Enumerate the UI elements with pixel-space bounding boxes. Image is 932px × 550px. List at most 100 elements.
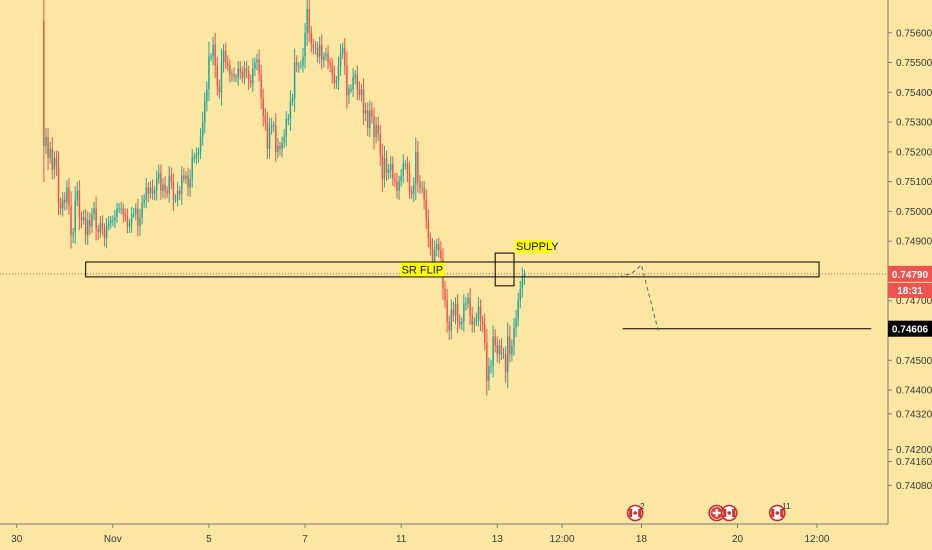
price-axis-tick-label: 0.75600 (896, 28, 932, 39)
candle-body (310, 32, 313, 45)
time-axis-tick-label: 12:00 (550, 534, 575, 545)
candle-body (84, 217, 87, 236)
candle-body (513, 327, 515, 346)
candle-body (55, 157, 58, 167)
candle-body (149, 187, 152, 194)
candle-body (304, 32, 306, 57)
candle-body (57, 166, 60, 203)
candle-body (511, 345, 513, 355)
candle-body (189, 178, 191, 188)
candle-body (446, 300, 448, 322)
candle-body (266, 122, 269, 149)
candle-body (406, 163, 409, 173)
sr-flip-box (85, 261, 820, 278)
candle-body (289, 101, 292, 120)
candle-body (191, 157, 193, 179)
candle-body (262, 98, 265, 117)
candle-body (398, 181, 400, 191)
candle-body (264, 116, 267, 123)
candle-body (224, 50, 227, 63)
flag-band-left (771, 509, 775, 517)
candle-body (122, 208, 125, 215)
candle-body (153, 190, 156, 194)
candle-body (387, 169, 390, 173)
events-layer: 2 11 (626, 502, 791, 522)
candle-body (318, 44, 321, 57)
candle-body (210, 56, 212, 58)
candle-body (89, 220, 91, 227)
candle-body (471, 315, 473, 325)
candle-body (155, 178, 158, 191)
candle-body (277, 145, 279, 152)
candle-body (452, 309, 455, 316)
candle-body (216, 65, 219, 87)
candle-body (350, 89, 352, 91)
current-price-value: 0.74790 (892, 270, 929, 281)
candle-body (208, 56, 210, 90)
candle-body (51, 148, 53, 170)
candle-body (396, 181, 398, 191)
candle-body (392, 163, 394, 179)
candle-body (128, 223, 131, 227)
time-axis-tick-label: 12:00 (804, 534, 829, 545)
candle-body (498, 345, 501, 355)
candle-body (183, 175, 185, 179)
candle-body (425, 199, 427, 221)
candle-body (494, 336, 496, 346)
candle-body (275, 125, 277, 152)
candle-body (47, 136, 49, 158)
candle-body (43, 20, 45, 146)
candle-body (247, 71, 250, 81)
candle-body (321, 44, 323, 60)
candle-body (172, 181, 175, 200)
candle-body (490, 366, 492, 368)
supply-label-highlight (514, 240, 553, 254)
candle-body (506, 336, 509, 373)
candle-body (166, 190, 168, 194)
candle-body (147, 187, 150, 194)
candle-body (329, 62, 331, 66)
candle-body (523, 273, 526, 277)
candle-body (410, 190, 413, 194)
candle-body (82, 217, 85, 221)
candle-body (417, 151, 419, 182)
price-axis-tick-label: 0.74320 (896, 409, 932, 420)
candle-body (369, 110, 371, 129)
flag-band-right (780, 509, 784, 517)
candle-body (235, 77, 237, 79)
candle-body (130, 214, 133, 224)
time-axis-tick-label: 30 (11, 534, 23, 545)
flag-cross-horizontal (712, 511, 721, 515)
event-count-label: 11 (782, 502, 791, 511)
candle-body (76, 190, 79, 200)
price-axis-tick-label: 0.75400 (896, 88, 932, 99)
candle-body (352, 77, 354, 90)
countdown-timer: 18:31 (897, 286, 923, 297)
candle-body (124, 214, 127, 218)
candle-body (473, 321, 476, 325)
candle-body (197, 151, 200, 155)
sr-flip-label: SR FLIP (402, 264, 444, 276)
time-axis-tick-label: 20 (732, 534, 744, 545)
event-count-label: 2 (640, 502, 645, 511)
candle-body (421, 187, 423, 189)
candle-body (285, 119, 288, 137)
candle-body (49, 148, 51, 158)
candle-body (433, 250, 436, 262)
candle-body (306, 8, 308, 33)
candle-body (475, 318, 478, 322)
current-price-tag (888, 265, 932, 282)
candle-body (91, 214, 93, 227)
candle-body (212, 44, 214, 57)
candle-body (302, 56, 304, 66)
candle-body (226, 62, 229, 66)
price-axis-tick-label: 0.74500 (896, 356, 932, 367)
candle-body (377, 125, 379, 134)
candle-body (415, 151, 417, 185)
candle-body (206, 89, 208, 102)
candle-body (344, 47, 346, 66)
candle-body (281, 142, 283, 149)
price-axis-tick-label: 0.74900 (896, 237, 932, 248)
